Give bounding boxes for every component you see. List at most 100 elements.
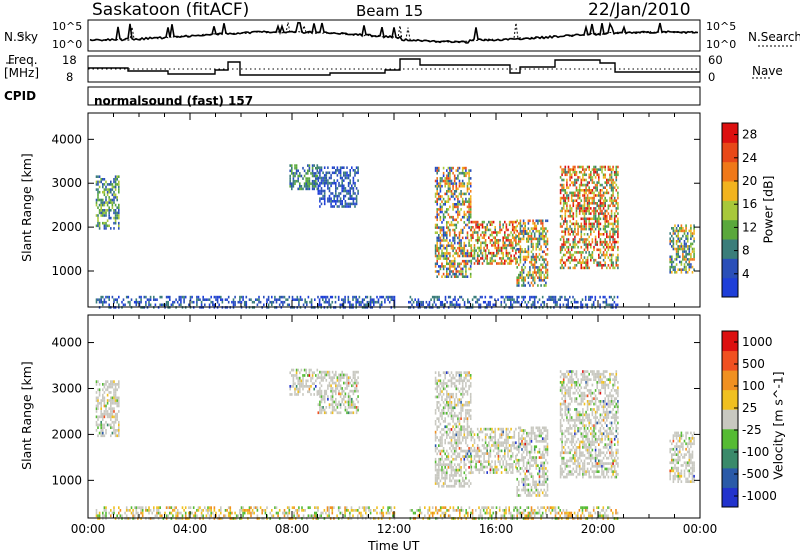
data-cell [585,238,587,241]
data-cell [118,206,120,209]
data-cell [449,403,451,407]
data-cell [442,476,445,480]
data-cell [316,177,319,180]
data-cell [468,169,470,172]
data-cell [532,248,534,251]
data-cell [108,298,110,301]
data-cell [538,480,541,484]
data-cell [494,241,496,245]
data-cell [110,198,112,202]
data-cell [669,268,671,271]
data-cell [590,227,592,231]
data-cell [460,441,462,445]
data-cell [543,494,546,497]
data-cell [461,392,464,396]
data-cell [602,202,605,205]
data-cell [545,448,547,451]
data-cell [561,217,563,221]
data-cell [677,232,679,235]
data-cell [305,185,307,188]
data-cell [95,399,98,402]
data-cell [108,423,110,427]
data-cell [259,300,262,304]
data-cell [355,389,358,393]
data-cell [473,244,476,247]
data-cell [331,387,334,390]
data-cell [672,268,675,271]
data-cell [300,382,303,386]
data-cell [443,303,445,307]
data-cell [436,468,438,472]
data-cell [524,491,526,495]
data-cell [492,259,495,263]
data-cell [567,300,569,304]
data-cell [122,298,125,301]
data-cell [554,303,557,307]
data-cell [469,452,472,456]
data-cell [438,406,440,410]
data-cell [463,182,466,185]
data-cell [320,303,322,307]
data-cell [446,455,448,458]
data-cell [574,235,576,239]
data-cell [481,220,484,224]
data-cell [110,404,112,408]
data-cell [472,471,474,474]
data-cell [466,428,469,431]
data-cell [439,300,442,304]
data-cell [450,428,453,431]
data-cell [438,270,440,273]
data-cell [574,227,576,231]
data-cell [436,215,438,219]
data-cell [463,425,466,429]
data-cell [533,437,536,441]
data-cell [609,240,611,244]
data-cell [533,491,536,495]
data-cell [110,201,112,204]
data-cell [669,242,671,246]
data-cell [376,295,378,299]
data-cell [436,244,438,247]
data-cell [561,258,563,262]
data-cell [598,199,600,202]
data-cell [453,438,456,442]
data-cell [322,406,324,409]
data-cell [588,176,590,179]
data-cell [465,192,467,196]
data-cell [598,207,600,210]
data-cell [434,371,437,375]
data-cell [363,303,365,307]
data-cell [295,376,298,380]
data-cell [317,392,320,396]
data-cell [469,177,472,180]
data-cell [457,187,459,191]
data-cell [575,212,578,215]
data-cell [103,193,106,197]
data-cell [341,179,343,182]
data-cell [313,387,315,391]
data-cell [227,300,230,304]
data-cell [615,220,618,223]
data-cell [594,298,597,301]
data-cell [105,295,107,299]
data-cell [591,295,593,299]
data-cell [610,235,613,239]
data-cell [504,259,506,263]
data-cell [303,368,306,372]
data-cell [438,184,440,188]
data-cell [522,480,525,484]
data-cell [475,295,477,299]
data-cell [434,468,437,472]
data-cell [218,303,220,307]
data-cell [574,225,576,228]
data-cell [538,240,541,243]
data-cell [452,476,454,480]
data-cell [355,397,358,401]
data-cell [453,259,456,263]
data-cell [470,460,473,464]
data-cell [100,410,102,413]
data-cell [543,480,546,484]
data-cell [102,423,104,427]
data-cell [535,237,538,241]
data-cell [315,379,317,383]
